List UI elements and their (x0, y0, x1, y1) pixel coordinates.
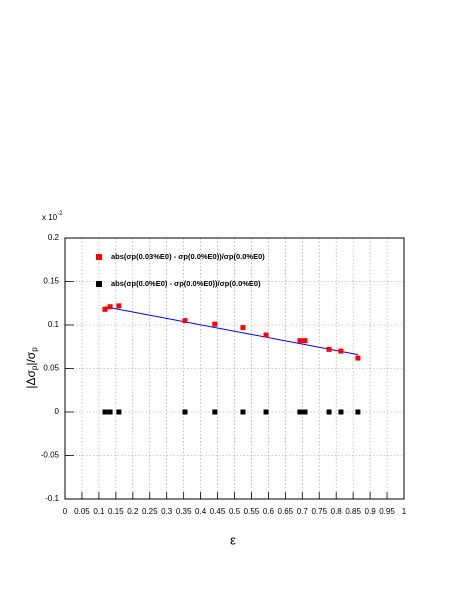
legend-marker (96, 254, 102, 260)
data-point (212, 409, 218, 415)
x-tick-label: 0.95 (379, 507, 395, 516)
x-tick-label: 0.3 (161, 507, 173, 516)
x-axis-label: ε (230, 532, 236, 547)
data-point (338, 348, 344, 354)
data-point (102, 409, 108, 415)
x-tick-label: 0.15 (108, 507, 124, 516)
data-point (326, 346, 332, 352)
x-tick-label: 0.35 (176, 507, 192, 516)
data-point (338, 409, 344, 415)
y-axis-label-part: p (30, 347, 39, 352)
data-point (263, 409, 269, 415)
x-tick-label: 0.6 (263, 507, 275, 516)
y-axis-label: |Δσp|/σp (24, 347, 39, 389)
x-tick-label: 0 (63, 507, 68, 516)
data-point (240, 409, 246, 415)
data-point (302, 409, 308, 415)
x-tick-label: 0.55 (244, 507, 260, 516)
y-multiplier-exponent: -2 (57, 211, 63, 217)
x-tick-label: 0.7 (297, 507, 309, 516)
data-point (355, 355, 361, 361)
y-axis-label-part: |/σ (24, 351, 38, 365)
data-point (107, 304, 113, 310)
data-point (212, 321, 218, 327)
data-point (297, 409, 303, 415)
x-tick-label: 0.85 (345, 507, 361, 516)
data-point (302, 338, 308, 344)
y-tick-label: 0.1 (48, 320, 60, 329)
data-point (263, 332, 269, 338)
y-multiplier: x 10-2 (42, 211, 63, 223)
y-tick-label: 0.15 (43, 277, 59, 286)
fit-line (104, 306, 358, 356)
x-tick-label: 0.2 (127, 507, 139, 516)
x-tick-label: 0.65 (278, 507, 294, 516)
x-tick-label: 0.9 (365, 507, 377, 516)
x-tick-label: 0.8 (331, 507, 343, 516)
data-point (355, 409, 361, 415)
data-point (116, 409, 122, 415)
data-point (102, 306, 108, 312)
data-point (297, 338, 303, 344)
y-tick-label: -0.05 (41, 451, 60, 460)
x-tick-label: 1 (402, 507, 407, 516)
plot-frame (64, 237, 405, 500)
y-axis-label-part: p (30, 365, 39, 370)
y-multiplier-base: x 10 (42, 213, 58, 222)
legend-label: abs(σp(0.03%E0) - σp(0.0%E0))/σp(0.0%E0) (111, 252, 265, 261)
data-point (326, 409, 332, 415)
legend-label: abs(σp(0.0%E0) - σp(0.0%E0))/σp(0.0%E0) (111, 279, 261, 288)
y-tick-label: -0.1 (45, 494, 59, 503)
x-tick-label: 0.5 (229, 507, 241, 516)
data-point (107, 409, 113, 415)
data-point (240, 325, 246, 331)
data-point (116, 303, 122, 309)
y-axis-label-part: |Δσ (24, 370, 38, 389)
data-point (182, 409, 188, 415)
y-tick-label: 0 (55, 407, 60, 416)
x-tick-label: 0.75 (311, 507, 327, 516)
x-tick-label: 0.25 (142, 507, 158, 516)
y-tick-label: 0.05 (43, 364, 59, 373)
x-tick-label: 0.1 (93, 507, 105, 516)
y-tick-label: 0.2 (48, 233, 60, 242)
x-tick-label: 0.05 (74, 507, 90, 516)
legend-marker (96, 281, 102, 287)
data-point (182, 318, 188, 324)
x-tick-label: 0.45 (210, 507, 226, 516)
x-tick-label: 0.4 (195, 507, 207, 516)
